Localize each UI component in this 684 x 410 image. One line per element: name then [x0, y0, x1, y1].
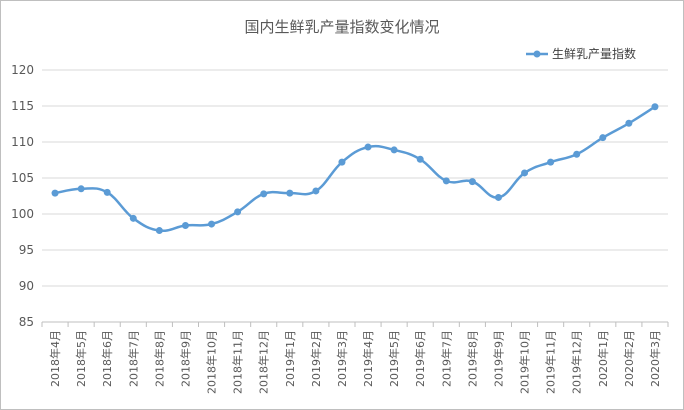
- legend-label: 生鲜乳产量指数: [552, 46, 636, 61]
- data-point: [155, 227, 163, 235]
- x-tick-label: 2019年4月: [361, 330, 375, 387]
- data-point: [651, 103, 659, 111]
- data-point: [468, 178, 476, 186]
- x-tick-label: 2018年7月: [126, 330, 140, 387]
- data-point: [442, 177, 450, 185]
- x-tick-label: 2018年9月: [178, 330, 192, 387]
- x-tick-label: 2019年8月: [465, 330, 479, 387]
- series: [51, 103, 659, 235]
- chart-title: 国内生鲜乳产量指数变化情况: [244, 18, 439, 36]
- x-tick-label: 2019年10月: [518, 330, 532, 394]
- y-tick-label: 115: [11, 99, 34, 113]
- data-point: [625, 119, 633, 127]
- x-tick-label: 2019年12月: [570, 330, 584, 394]
- legend: 生鲜乳产量指数: [526, 46, 636, 61]
- data-point: [364, 143, 372, 151]
- x-tick-label: 2020年2月: [622, 330, 636, 387]
- data-point: [547, 158, 555, 166]
- x-tick-label: 2018年8月: [152, 330, 166, 387]
- data-point: [129, 214, 137, 222]
- x-tick-label: 2018年4月: [48, 330, 62, 387]
- x-tick-label: 2019年5月: [387, 330, 401, 387]
- x-tick-label: 2018年10月: [205, 330, 219, 394]
- x-tick-label: 2020年3月: [648, 330, 662, 387]
- data-point: [208, 220, 216, 228]
- x-tick-label: 2020年1月: [596, 330, 610, 387]
- y-tick-label: 110: [11, 135, 34, 149]
- x-tick-label: 2018年11月: [231, 330, 245, 394]
- x-tick-label: 2019年2月: [309, 330, 323, 387]
- data-point: [573, 150, 581, 158]
- x-tick-label: 2018年6月: [100, 330, 114, 387]
- y-tick-label: 105: [11, 171, 34, 185]
- x-tick-label: 2019年7月: [439, 330, 453, 387]
- x-axis: 2018年4月 2018年5月 2018年6月 2018年7月 2018年8月 2018年…: [41, 322, 669, 394]
- data-point: [234, 208, 242, 216]
- data-point: [390, 146, 398, 154]
- x-tick-label: 2019年9月: [491, 330, 505, 387]
- data-point: [181, 222, 189, 230]
- x-tick-label: 2018年5月: [74, 330, 88, 387]
- data-point: [416, 155, 424, 163]
- data-point: [494, 193, 502, 201]
- data-point: [260, 190, 268, 198]
- y-tick-label: 85: [19, 315, 34, 329]
- data-point: [51, 189, 59, 197]
- y-tick-label: 95: [19, 243, 34, 257]
- data-point: [103, 188, 111, 196]
- x-tick-label: 2018年12月: [257, 330, 271, 394]
- x-tick-label: 2019年6月: [413, 330, 427, 387]
- y-tick-label: 100: [11, 207, 34, 221]
- x-tick-label: 2019年11月: [544, 330, 558, 394]
- x-tick-label: 2019年3月: [335, 330, 349, 387]
- data-point: [312, 187, 320, 195]
- data-point: [286, 189, 294, 197]
- data-point: [77, 185, 85, 193]
- data-point: [338, 158, 346, 166]
- x-tick-label: 2019年1月: [283, 330, 297, 387]
- y-tick-label: 120: [11, 63, 34, 77]
- y-axis: 85 90 95 100 105 110 115 120: [11, 63, 34, 329]
- data-point: [599, 134, 607, 142]
- legend-marker: [533, 50, 541, 58]
- data-point: [521, 169, 529, 177]
- y-tick-label: 90: [19, 279, 34, 293]
